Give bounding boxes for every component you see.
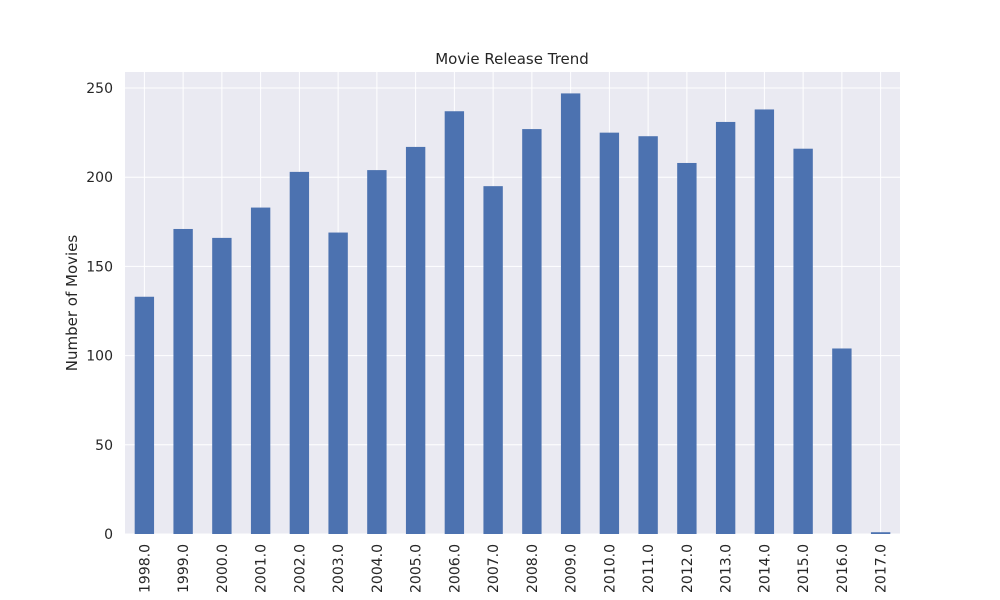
bar (289, 171, 310, 534)
chart-title: Movie Release Trend (435, 50, 589, 68)
y-tick-label: 100 (86, 349, 113, 365)
x-tick-label: 2012.0 (680, 544, 696, 593)
y-tick-label: 0 (104, 527, 113, 543)
x-tick-label: 2007.0 (486, 544, 502, 593)
x-tick-label: 2011.0 (641, 544, 657, 593)
y-tick-label: 200 (86, 170, 113, 186)
bar (522, 129, 542, 534)
bar (212, 237, 232, 534)
bar (405, 146, 426, 534)
x-axis-ticks: 1998.0 1999.0 2000.0 2001.0 2002.0 2003.0 2004… (137, 544, 889, 593)
x-tick-label: 2004.0 (370, 544, 386, 593)
y-tick-label: 250 (86, 81, 113, 97)
x-tick-label: 2016.0 (835, 544, 851, 593)
y-tick-label: 50 (95, 438, 113, 454)
x-tick-label: 2006.0 (447, 544, 463, 593)
x-tick-label: 2013.0 (719, 544, 735, 593)
bar (560, 93, 581, 535)
bar (638, 136, 658, 534)
bar (832, 348, 852, 534)
x-tick-label: 2015.0 (796, 544, 812, 593)
bar (173, 228, 193, 535)
bar (870, 532, 891, 534)
y-axis-ticks: 0 50 100 150 200 250 (86, 81, 113, 543)
x-tick-label: 2003.0 (331, 544, 347, 593)
x-tick-label: 2008.0 (525, 544, 541, 593)
plot-area (125, 72, 900, 534)
bar (328, 232, 348, 535)
y-tick-label: 150 (86, 259, 113, 275)
bar (677, 162, 697, 535)
bars (134, 93, 891, 535)
x-tick-label: 2010.0 (602, 544, 618, 593)
x-tick-label: 1999.0 (176, 544, 192, 593)
x-tick-label: 2005.0 (409, 544, 425, 593)
bar (367, 170, 387, 535)
y-axis-label: Number of Movies (63, 235, 81, 372)
bar (599, 132, 620, 534)
x-tick-label: 2000.0 (215, 544, 231, 593)
bar (483, 186, 503, 534)
x-tick-label: 2001.0 (254, 544, 270, 593)
bar (754, 109, 775, 534)
x-tick-label: 2014.0 (757, 544, 773, 593)
x-tick-label: 2002.0 (292, 544, 308, 593)
bar (134, 296, 155, 534)
bar (444, 111, 465, 535)
x-tick-label: 2009.0 (564, 544, 580, 593)
bar (715, 121, 736, 534)
bar (793, 148, 813, 534)
x-tick-label: 2017.0 (874, 544, 890, 593)
bar (250, 207, 271, 534)
x-tick-label: 1998.0 (137, 544, 153, 593)
